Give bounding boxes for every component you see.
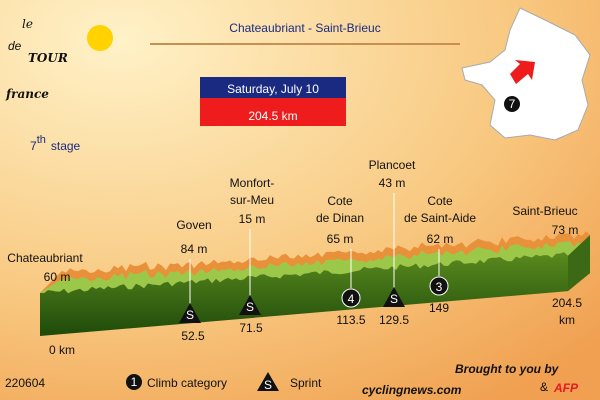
km: 129.5 — [379, 313, 409, 327]
km: 113.5 — [336, 313, 365, 327]
distance: 204.5 km — [248, 109, 297, 123]
place-name: Cote — [327, 194, 353, 208]
place-name: Goven — [176, 218, 211, 232]
km: 204.5 — [552, 296, 582, 310]
map-marker-label: 7 — [509, 97, 516, 111]
stage-number: 7 — [30, 139, 37, 153]
place-name: sur-Meu — [230, 193, 274, 207]
map-marker — [504, 96, 520, 112]
date-bar — [200, 77, 346, 98]
amp: & — [540, 380, 548, 394]
terrain-side — [568, 235, 590, 292]
code: 220604 — [5, 376, 45, 390]
altitude: 15 m — [239, 212, 266, 226]
stage-suffix: th — [37, 134, 46, 146]
map-arrow — [510, 60, 535, 84]
legend-sprint-symbol: S — [264, 378, 272, 392]
altitude: 60 m — [44, 270, 71, 284]
logo-le: le — [22, 17, 33, 31]
logo-sun — [87, 25, 113, 51]
brought-by: Brought to you by — [455, 362, 560, 376]
logo-de: de — [8, 39, 22, 53]
km: 71.5 — [239, 321, 263, 335]
title: Chateaubriant - Saint-Brieuc — [229, 21, 380, 35]
altitude: 43 m — [379, 176, 406, 190]
climb-marker — [429, 276, 449, 296]
site: cyclingnews.com — [362, 383, 462, 397]
logo-france: france — [5, 87, 49, 101]
afp: AFP — [553, 381, 579, 395]
altitude: 62 m — [427, 232, 454, 246]
altitude: 65 m — [327, 232, 354, 246]
marker-label: 4 — [348, 292, 355, 306]
sprint-marker — [383, 287, 405, 307]
place-name: Chateaubriant — [7, 251, 83, 265]
km: 0 km — [49, 343, 75, 357]
marker-label: S — [246, 300, 254, 314]
marker-label: 3 — [436, 280, 443, 294]
terrain-top — [40, 239, 590, 294]
legend-climb-symbol: 1 — [131, 375, 138, 389]
date: Saturday, July 10 — [227, 82, 319, 96]
km: 52.5 — [181, 329, 205, 343]
distance-box — [200, 98, 346, 126]
labels: Chateaubriant 60 m 0 km Goven 84 m 52.5 S Monfo… — [7, 158, 582, 357]
sprint-marker — [239, 295, 261, 315]
altitude: 73 m — [552, 223, 579, 237]
profile — [40, 231, 590, 336]
place-name: Plancoet — [369, 158, 416, 172]
legend-circle — [126, 374, 142, 390]
marker-label: S — [186, 308, 194, 322]
terrain-face — [40, 252, 568, 336]
place-name: de Dinan — [316, 211, 364, 225]
legend-sprint: Sprint — [290, 376, 322, 390]
legend-triangle — [257, 372, 279, 391]
place-name: Monfort- — [230, 176, 275, 190]
km: 149 — [429, 301, 449, 315]
km: km — [559, 313, 575, 327]
altitude: 84 m — [181, 242, 208, 256]
sprint-marker — [179, 303, 201, 323]
stage-label: 7th stage — [30, 134, 81, 153]
place-name: Cote — [427, 194, 453, 208]
place-name: Saint-Brieuc — [512, 204, 577, 218]
logo-tour: TOUR — [28, 51, 68, 65]
marker-label: S — [390, 292, 398, 306]
legend-climb: Climb category — [147, 376, 227, 390]
stage-word: stage — [51, 139, 81, 153]
climb-marker — [341, 288, 361, 308]
place-name: de Saint-Aide — [404, 211, 476, 225]
